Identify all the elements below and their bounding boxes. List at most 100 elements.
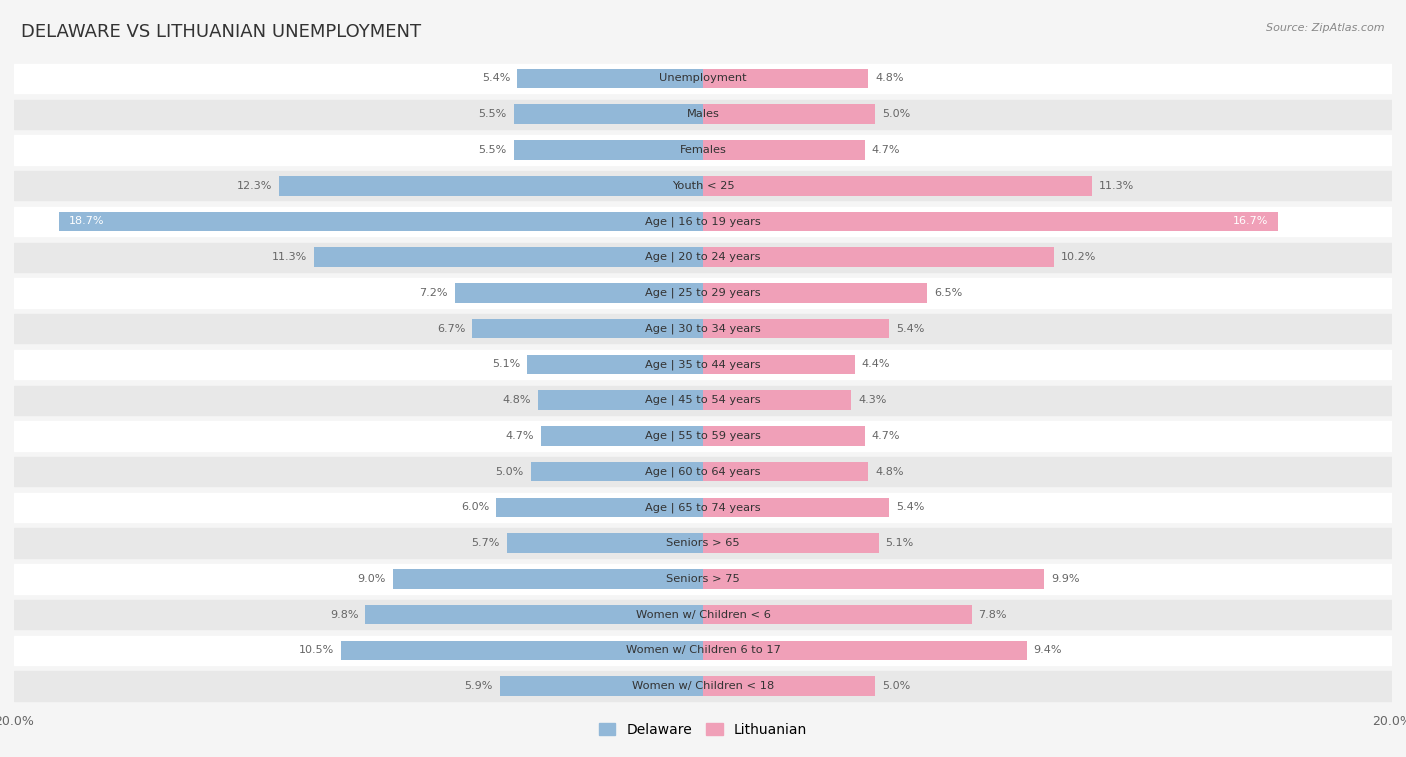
Text: 4.8%: 4.8% (875, 73, 904, 83)
Text: Age | 60 to 64 years: Age | 60 to 64 years (645, 466, 761, 477)
Text: 6.7%: 6.7% (437, 324, 465, 334)
Bar (703, 69, 869, 89)
Bar (703, 140, 865, 160)
Text: 6.0%: 6.0% (461, 503, 489, 512)
Text: 4.4%: 4.4% (862, 360, 890, 369)
Text: Females: Females (679, 145, 727, 155)
Text: 5.7%: 5.7% (471, 538, 499, 548)
Bar (280, 176, 703, 195)
Text: Age | 30 to 34 years: Age | 30 to 34 years (645, 323, 761, 334)
Text: Males: Males (686, 109, 720, 119)
Text: 5.1%: 5.1% (886, 538, 914, 548)
Bar (14, 564, 1392, 593)
Bar (14, 350, 1392, 379)
Text: 6.5%: 6.5% (934, 288, 962, 298)
Text: 9.8%: 9.8% (330, 609, 359, 620)
Text: 16.7%: 16.7% (1233, 217, 1268, 226)
Text: 4.8%: 4.8% (502, 395, 531, 405)
Bar (499, 676, 703, 696)
Text: Seniors > 65: Seniors > 65 (666, 538, 740, 548)
Bar (314, 248, 703, 267)
Legend: Delaware, Lithuanian: Delaware, Lithuanian (593, 717, 813, 742)
Text: 4.7%: 4.7% (872, 431, 900, 441)
Text: Unemployment: Unemployment (659, 73, 747, 83)
Text: Age | 25 to 29 years: Age | 25 to 29 years (645, 288, 761, 298)
Text: 5.5%: 5.5% (478, 145, 506, 155)
Bar (703, 212, 1278, 231)
Text: Age | 35 to 44 years: Age | 35 to 44 years (645, 359, 761, 369)
Text: 4.8%: 4.8% (875, 466, 904, 477)
Bar (14, 279, 1392, 307)
Bar (703, 391, 851, 410)
Text: 5.5%: 5.5% (478, 109, 506, 119)
Text: Age | 45 to 54 years: Age | 45 to 54 years (645, 395, 761, 406)
Bar (541, 426, 703, 446)
Bar (14, 457, 1392, 486)
Text: Women w/ Children < 18: Women w/ Children < 18 (631, 681, 775, 691)
Text: 9.4%: 9.4% (1033, 646, 1062, 656)
Text: Source: ZipAtlas.com: Source: ZipAtlas.com (1267, 23, 1385, 33)
Text: 4.7%: 4.7% (506, 431, 534, 441)
Text: 18.7%: 18.7% (69, 217, 104, 226)
Text: 5.1%: 5.1% (492, 360, 520, 369)
Bar (14, 421, 1392, 450)
Bar (703, 248, 1054, 267)
Bar (517, 69, 703, 89)
Bar (703, 354, 855, 374)
Bar (703, 676, 875, 696)
Bar (14, 671, 1392, 701)
Text: Women w/ Children 6 to 17: Women w/ Children 6 to 17 (626, 646, 780, 656)
Text: 4.3%: 4.3% (858, 395, 886, 405)
Bar (14, 636, 1392, 665)
Bar (703, 569, 1045, 589)
Bar (506, 534, 703, 553)
Text: 5.4%: 5.4% (482, 73, 510, 83)
Bar (703, 176, 1092, 195)
Text: 10.2%: 10.2% (1062, 252, 1097, 262)
Text: Age | 16 to 19 years: Age | 16 to 19 years (645, 217, 761, 226)
Bar (703, 104, 875, 124)
Bar (703, 462, 869, 481)
Text: Age | 20 to 24 years: Age | 20 to 24 years (645, 252, 761, 263)
Bar (14, 99, 1392, 129)
Bar (14, 64, 1392, 93)
Text: 5.4%: 5.4% (896, 324, 924, 334)
Text: 9.0%: 9.0% (357, 574, 387, 584)
Text: 5.4%: 5.4% (896, 503, 924, 512)
Bar (14, 314, 1392, 344)
Bar (392, 569, 703, 589)
Text: Age | 65 to 74 years: Age | 65 to 74 years (645, 502, 761, 512)
Bar (342, 640, 703, 660)
Bar (14, 528, 1392, 558)
Bar (14, 136, 1392, 164)
Bar (14, 600, 1392, 629)
Bar (513, 140, 703, 160)
Bar (703, 640, 1026, 660)
Text: Youth < 25: Youth < 25 (672, 181, 734, 191)
Bar (703, 534, 879, 553)
Text: Age | 55 to 59 years: Age | 55 to 59 years (645, 431, 761, 441)
Bar (14, 207, 1392, 236)
Bar (703, 426, 865, 446)
Text: DELAWARE VS LITHUANIAN UNEMPLOYMENT: DELAWARE VS LITHUANIAN UNEMPLOYMENT (21, 23, 422, 41)
Bar (14, 493, 1392, 522)
Bar (703, 319, 889, 338)
Text: 4.7%: 4.7% (872, 145, 900, 155)
Text: 7.2%: 7.2% (419, 288, 449, 298)
Bar (366, 605, 703, 625)
Bar (527, 354, 703, 374)
Bar (531, 462, 703, 481)
Bar (59, 212, 703, 231)
Bar (703, 283, 927, 303)
Text: 7.8%: 7.8% (979, 609, 1007, 620)
Text: Seniors > 75: Seniors > 75 (666, 574, 740, 584)
Bar (14, 385, 1392, 415)
Text: 5.0%: 5.0% (882, 109, 910, 119)
Bar (14, 242, 1392, 272)
Bar (496, 497, 703, 517)
Text: 5.0%: 5.0% (882, 681, 910, 691)
Text: 10.5%: 10.5% (299, 646, 335, 656)
Bar (14, 171, 1392, 201)
Bar (513, 104, 703, 124)
Text: 11.3%: 11.3% (271, 252, 307, 262)
